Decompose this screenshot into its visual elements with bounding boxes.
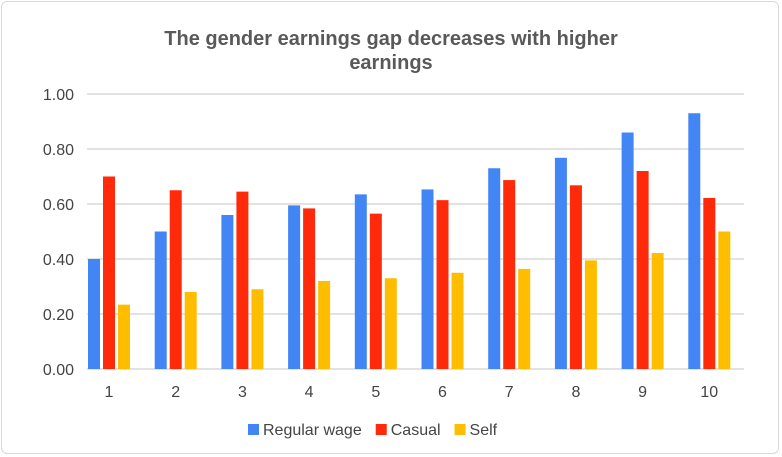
x-tick-label: 9 bbox=[638, 384, 647, 401]
bar-regular-wage bbox=[554, 157, 567, 369]
bar-casual bbox=[703, 197, 716, 369]
bar-casual bbox=[436, 200, 449, 369]
x-tick-label: 10 bbox=[700, 384, 718, 401]
bar-casual bbox=[369, 213, 382, 369]
legend-swatch bbox=[375, 424, 387, 435]
y-tick-label: 0.80 bbox=[43, 142, 74, 159]
bar-casual bbox=[103, 176, 116, 369]
bar-regular-wage bbox=[621, 132, 634, 369]
bar-regular-wage bbox=[354, 194, 367, 369]
x-tick-label: 5 bbox=[371, 384, 380, 401]
legend-label: Regular wage bbox=[263, 422, 362, 439]
y-tick-label: 0.60 bbox=[43, 197, 74, 214]
legend-swatch bbox=[454, 424, 466, 435]
bar-self bbox=[251, 289, 264, 369]
chart-title-line-2: earnings bbox=[349, 52, 432, 74]
x-tick-label: 2 bbox=[171, 384, 180, 401]
y-tick-label: 0.20 bbox=[43, 307, 74, 324]
bar-self bbox=[718, 231, 731, 369]
legend-label: Casual bbox=[391, 422, 441, 439]
y-tick-label: 1.00 bbox=[43, 87, 74, 104]
bar-regular-wage bbox=[688, 113, 701, 369]
x-tick-label: 3 bbox=[238, 384, 247, 401]
x-tick-label: 7 bbox=[505, 384, 514, 401]
legend-label: Self bbox=[470, 422, 498, 439]
bar-casual bbox=[303, 208, 316, 369]
bar-regular-wage bbox=[421, 189, 434, 369]
y-tick-label: 0.00 bbox=[43, 362, 74, 379]
bar-regular-wage bbox=[288, 205, 301, 369]
legend-swatch bbox=[248, 424, 259, 435]
bar-self bbox=[584, 260, 597, 369]
bar-self bbox=[518, 268, 531, 369]
bar-casual bbox=[169, 190, 182, 369]
bar-self bbox=[384, 278, 397, 369]
bar-regular-wage bbox=[88, 259, 101, 369]
bar-self bbox=[118, 304, 131, 369]
bar-regular-wage bbox=[221, 215, 234, 369]
bar-self bbox=[184, 292, 197, 369]
bar-casual bbox=[569, 185, 582, 369]
bar-self bbox=[318, 281, 331, 369]
bar-casual bbox=[636, 171, 649, 369]
bar-regular-wage bbox=[154, 231, 167, 369]
chart-title-line-1: The gender earnings gap decreases with h… bbox=[164, 28, 618, 50]
bar-casual bbox=[503, 180, 516, 369]
y-tick-label: 0.40 bbox=[43, 252, 74, 269]
x-tick-label: 4 bbox=[305, 384, 314, 401]
x-tick-label: 6 bbox=[438, 384, 447, 401]
bar-regular-wage bbox=[488, 168, 501, 369]
bar-self bbox=[651, 252, 664, 369]
bar-casual bbox=[236, 191, 249, 369]
bar-self bbox=[451, 272, 464, 369]
x-tick-label: 8 bbox=[571, 384, 580, 401]
x-tick-label: 1 bbox=[105, 384, 114, 401]
